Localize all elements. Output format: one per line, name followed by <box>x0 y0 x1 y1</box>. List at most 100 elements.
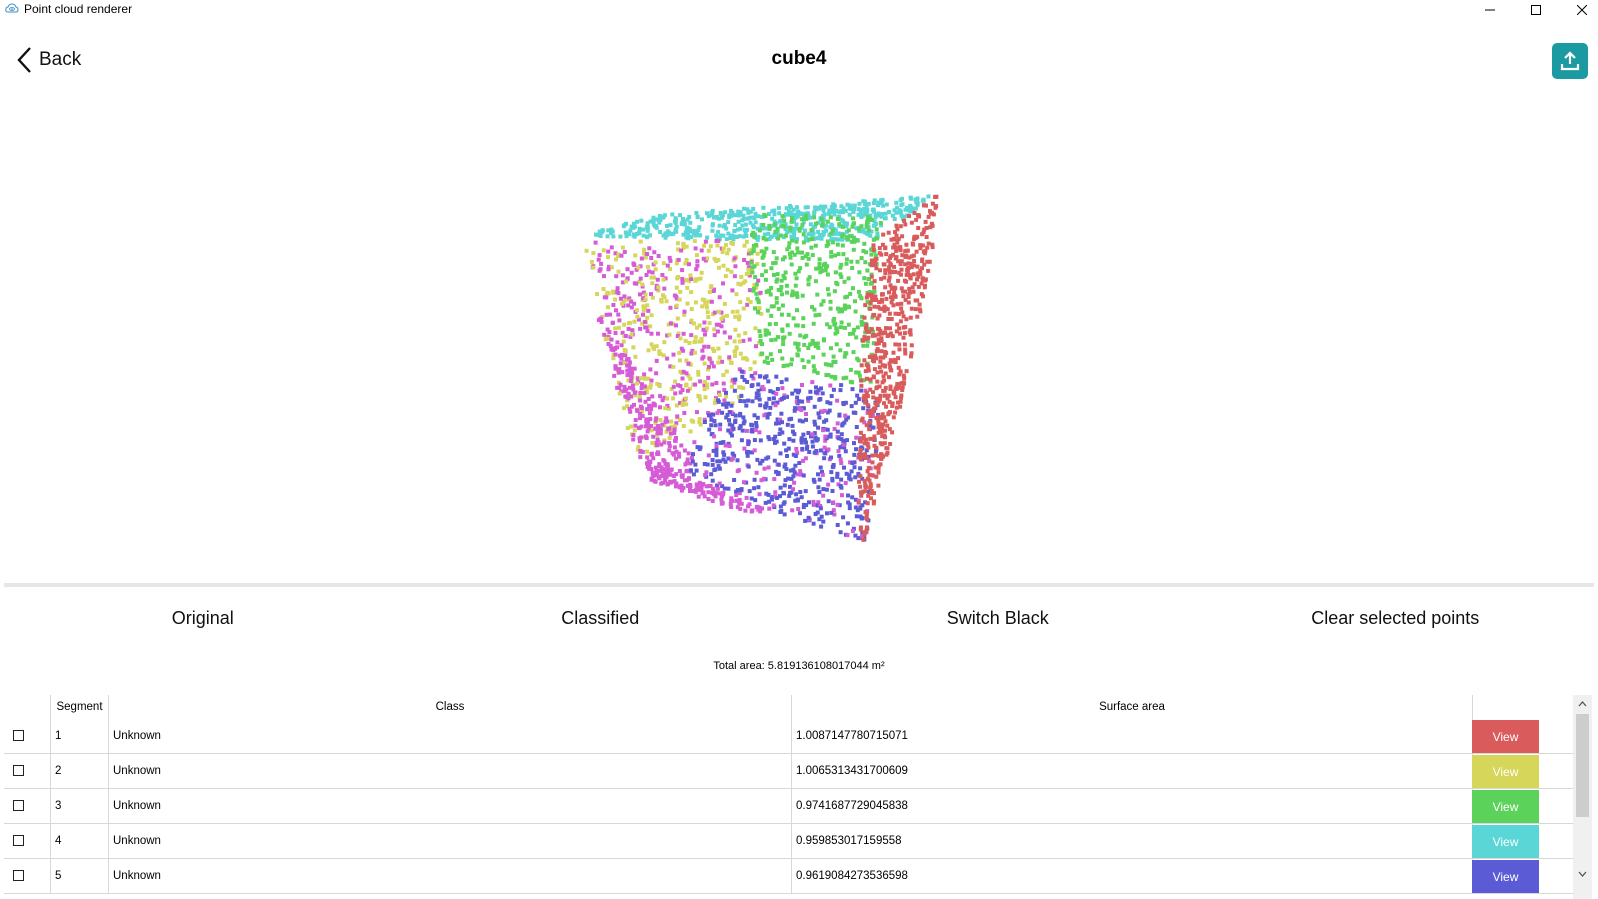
point <box>829 363 834 368</box>
switch-black-button[interactable]: Switch Black <box>946 607 1049 628</box>
point <box>879 276 884 281</box>
point <box>710 212 715 217</box>
point <box>807 237 812 242</box>
point <box>623 353 628 358</box>
scrollbar-thumb[interactable] <box>1576 714 1589 817</box>
back-button[interactable]: Back <box>16 44 81 76</box>
point <box>858 514 863 519</box>
upload-icon <box>1560 51 1580 71</box>
point <box>790 508 795 513</box>
point <box>909 306 914 311</box>
column-header-class[interactable]: Class <box>108 695 791 719</box>
close-button[interactable] <box>1559 0 1598 20</box>
column-header-surface-area[interactable]: Surface area <box>791 695 1472 719</box>
row-checkbox[interactable] <box>13 730 24 741</box>
row-checkbox[interactable] <box>13 765 24 776</box>
point <box>765 308 770 313</box>
row-checkbox[interactable] <box>13 800 24 811</box>
point <box>638 276 643 281</box>
point <box>844 257 849 262</box>
point <box>796 269 801 274</box>
point <box>648 219 653 224</box>
point <box>721 233 726 238</box>
point <box>909 220 914 225</box>
scroll-up-arrow[interactable] <box>1576 697 1589 711</box>
original-button[interactable]: Original <box>171 607 234 628</box>
point <box>816 220 821 225</box>
point <box>714 239 719 243</box>
point <box>689 351 694 356</box>
point <box>781 364 786 368</box>
point <box>846 415 850 420</box>
point <box>756 309 761 314</box>
point <box>694 277 699 282</box>
point <box>649 342 654 347</box>
row-checkbox[interactable] <box>13 870 24 881</box>
view-button[interactable]: View <box>1472 720 1539 753</box>
point <box>885 334 890 338</box>
point <box>695 214 700 219</box>
view-button[interactable]: View <box>1472 825 1539 858</box>
point <box>606 249 611 254</box>
point <box>900 388 905 392</box>
view-button[interactable]: View <box>1472 755 1539 788</box>
point <box>622 294 627 299</box>
point <box>672 474 677 478</box>
point <box>636 265 641 270</box>
point <box>828 432 833 437</box>
point <box>869 247 874 252</box>
point <box>646 459 651 464</box>
point <box>662 213 667 218</box>
scroll-down-arrow[interactable] <box>1576 867 1589 881</box>
point <box>662 423 667 428</box>
view-button[interactable]: View <box>1472 790 1539 823</box>
view-button[interactable]: View <box>1472 860 1539 893</box>
point <box>616 252 621 257</box>
point <box>793 463 798 468</box>
row-checkbox[interactable] <box>13 835 24 846</box>
point <box>904 369 909 374</box>
point <box>628 228 633 233</box>
table-scrollbar[interactable] <box>1573 695 1592 899</box>
point-cloud-viewport[interactable] <box>4 92 1594 582</box>
point <box>727 355 732 360</box>
point <box>906 292 911 297</box>
point <box>691 321 696 326</box>
point <box>862 535 867 540</box>
classified-button[interactable]: Classified <box>561 607 640 628</box>
point <box>746 267 751 272</box>
point <box>753 306 758 311</box>
point <box>871 313 876 318</box>
point <box>823 451 828 456</box>
column-header-segment[interactable]: Segment <box>50 695 108 719</box>
point <box>923 219 928 224</box>
upload-button[interactable] <box>1552 43 1588 79</box>
point <box>848 460 853 465</box>
point <box>881 262 886 267</box>
point <box>783 233 788 238</box>
point <box>807 450 812 454</box>
point <box>884 296 889 301</box>
point <box>723 274 728 279</box>
clear-selected-points-button[interactable]: Clear selected points <box>1311 607 1480 628</box>
point <box>813 512 818 516</box>
point <box>645 235 649 240</box>
minimize-button[interactable] <box>1467 0 1513 20</box>
point <box>856 370 861 375</box>
point <box>741 234 746 239</box>
point <box>780 356 785 361</box>
point <box>757 374 762 379</box>
maximize-button[interactable] <box>1513 0 1559 20</box>
point <box>754 391 759 396</box>
point <box>695 445 700 450</box>
point <box>798 266 803 271</box>
point <box>881 355 886 360</box>
point <box>871 237 876 242</box>
point <box>858 484 862 489</box>
point <box>620 301 625 306</box>
point <box>658 431 663 436</box>
point <box>874 445 879 450</box>
point <box>795 395 800 400</box>
point <box>859 363 864 368</box>
point-cloud-canvas[interactable] <box>4 92 1594 582</box>
